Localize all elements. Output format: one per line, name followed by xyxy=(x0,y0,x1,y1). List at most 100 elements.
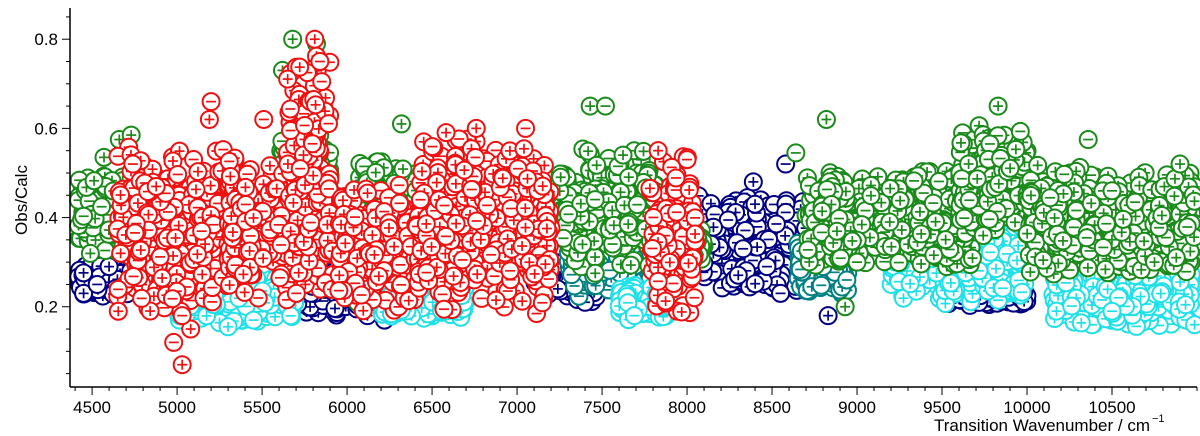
data-point xyxy=(827,221,847,241)
data-point xyxy=(1134,231,1154,251)
data-point xyxy=(929,171,949,191)
data-point xyxy=(218,317,238,337)
data-point xyxy=(1176,295,1196,315)
data-point xyxy=(1151,284,1171,304)
data-point xyxy=(979,209,999,229)
data-point xyxy=(1021,185,1041,205)
data-point xyxy=(74,263,94,283)
data-point xyxy=(1113,209,1133,229)
data-point xyxy=(954,208,974,228)
data-point xyxy=(1081,193,1101,213)
data-point xyxy=(1166,248,1186,268)
data-point xyxy=(1184,191,1200,211)
data-point xyxy=(890,191,910,211)
data-point xyxy=(941,273,961,293)
data-point xyxy=(1062,296,1082,316)
data-point xyxy=(1078,130,1098,150)
data-point xyxy=(1152,205,1172,225)
data-point xyxy=(1164,186,1184,206)
data-point xyxy=(842,231,862,251)
data-point xyxy=(881,237,901,257)
data-point xyxy=(84,171,104,191)
data-point xyxy=(619,167,639,187)
data-point xyxy=(1170,154,1190,174)
data-point xyxy=(366,163,386,183)
data-point xyxy=(1077,228,1097,248)
data-point xyxy=(900,274,920,294)
data-point xyxy=(283,29,303,49)
data-point xyxy=(818,306,838,326)
data-point xyxy=(613,145,633,165)
data-point xyxy=(1033,250,1053,270)
data-point xyxy=(80,243,100,263)
data-point xyxy=(766,214,786,234)
data-point xyxy=(585,263,605,283)
data-point xyxy=(1040,188,1060,208)
data-point xyxy=(988,96,1008,116)
data-point xyxy=(585,190,605,210)
data-point xyxy=(745,274,765,294)
data-point xyxy=(1006,139,1026,159)
data-point xyxy=(393,159,413,179)
data-point xyxy=(1102,181,1122,201)
data-point xyxy=(861,186,881,206)
data-point xyxy=(963,248,983,268)
data-point xyxy=(1125,192,1145,212)
data-point xyxy=(852,215,872,235)
data-point xyxy=(728,265,748,285)
data-point xyxy=(587,155,607,175)
data-point xyxy=(621,255,641,275)
data-point xyxy=(967,169,987,189)
data-point xyxy=(904,171,924,191)
data-point xyxy=(627,195,647,215)
data-point xyxy=(1102,301,1122,321)
data-point xyxy=(551,167,571,187)
data-point xyxy=(743,172,763,192)
data-point xyxy=(757,257,777,277)
data-point xyxy=(1096,214,1116,234)
data-point xyxy=(1095,259,1115,279)
data-point xyxy=(924,245,944,265)
data-point xyxy=(87,274,107,294)
data-point xyxy=(1010,121,1030,141)
data-point xyxy=(926,212,946,232)
data-point xyxy=(1012,282,1032,302)
data-point xyxy=(1017,224,1037,244)
data-point xyxy=(1093,237,1113,257)
data-point xyxy=(973,226,993,246)
data-point xyxy=(798,240,818,260)
data-point xyxy=(993,278,1013,298)
data-point xyxy=(1177,217,1197,237)
data-point xyxy=(889,253,909,273)
data-point xyxy=(959,190,979,210)
data-point xyxy=(816,109,836,129)
data-point xyxy=(595,96,615,116)
data-point xyxy=(559,204,579,224)
data-point xyxy=(745,194,765,214)
data-point xyxy=(74,206,94,226)
data-points xyxy=(69,29,1200,375)
data-point xyxy=(1045,208,1065,228)
data-point xyxy=(618,214,638,234)
data-point xyxy=(812,201,832,221)
data-point xyxy=(911,224,931,244)
data-point xyxy=(936,230,956,250)
data-point xyxy=(837,270,857,290)
data-point xyxy=(1054,164,1074,184)
data-point xyxy=(1185,315,1200,335)
data-point xyxy=(771,283,791,303)
data-point xyxy=(733,239,753,259)
data-point xyxy=(244,310,264,330)
data-point xyxy=(1053,231,1073,251)
data-point xyxy=(624,306,644,326)
data-point xyxy=(92,197,112,217)
data-point xyxy=(880,212,900,232)
data-point xyxy=(980,134,1000,154)
data-point xyxy=(980,242,1000,262)
data-point xyxy=(1145,252,1165,272)
data-point xyxy=(786,143,806,163)
data-point xyxy=(573,234,593,254)
data-point xyxy=(811,275,831,295)
